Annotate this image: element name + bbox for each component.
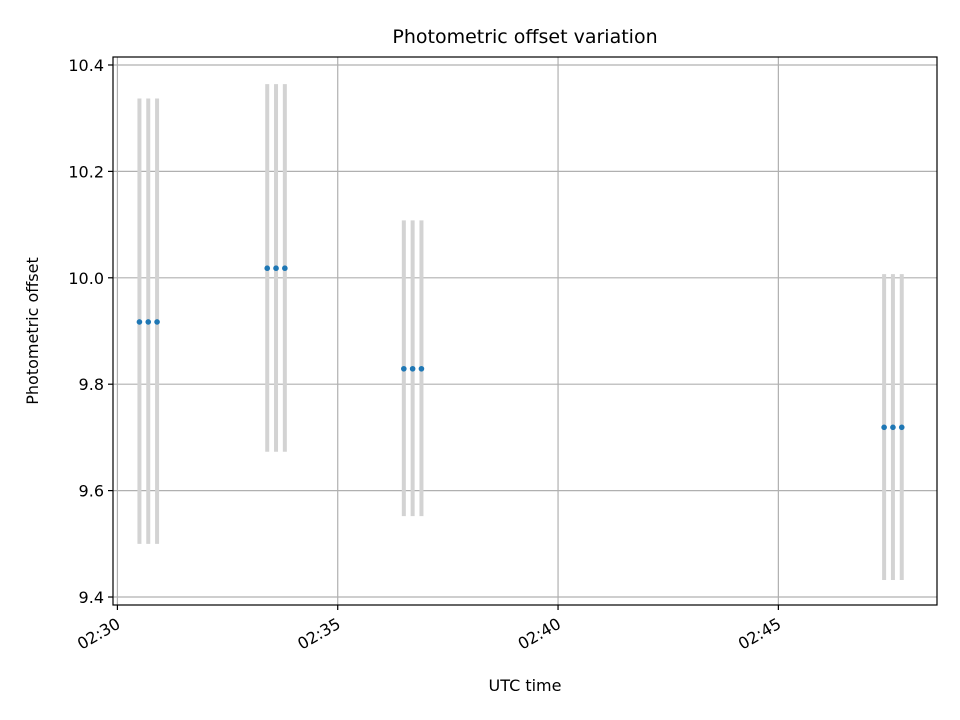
data-point — [264, 265, 271, 272]
data-point — [401, 365, 407, 372]
chart-title: Photometric offset variation — [392, 26, 657, 48]
data-points — [136, 265, 905, 431]
data-point — [898, 424, 905, 431]
y-tick-label: 9.8 — [79, 375, 104, 394]
data-point — [136, 319, 143, 325]
y-axis-label: Photometric offset — [23, 257, 42, 405]
y-tick-label: 9.6 — [79, 482, 104, 501]
y-tick-label: 10.2 — [68, 162, 104, 181]
x-axis-label: UTC time — [489, 676, 562, 695]
data-point — [282, 265, 288, 272]
y-tick-label: 10.0 — [68, 269, 104, 288]
y-tick-label: 9.4 — [79, 588, 104, 607]
data-point — [154, 319, 160, 325]
data-point — [409, 365, 416, 372]
data-point — [890, 424, 896, 431]
data-point — [145, 319, 152, 325]
data-point — [418, 365, 425, 372]
y-axis-ticks: 9.4 9.6 9.8 10.0 10.2 10.4 — [68, 56, 113, 607]
data-point — [273, 265, 279, 272]
plot-frame — [112, 56, 938, 606]
grid — [113, 57, 937, 605]
data-point — [881, 424, 887, 431]
y-tick-label: 10.4 — [68, 56, 104, 75]
